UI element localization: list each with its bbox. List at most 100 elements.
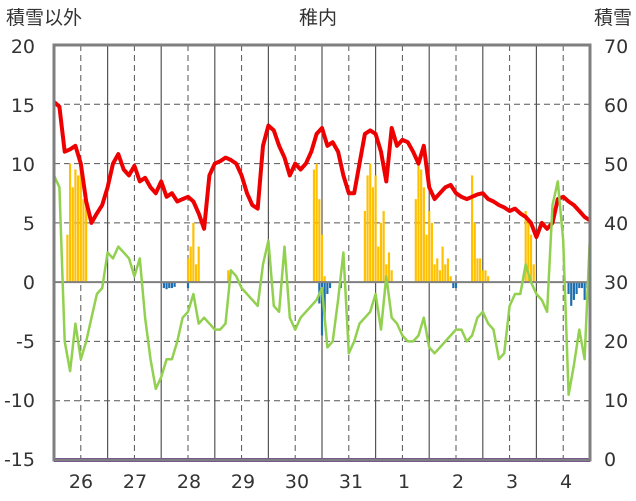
day-labels: 26 27 28 29 30 31 1 2 3 4 <box>69 471 572 493</box>
bar <box>422 187 425 283</box>
right-tick-label: 20 <box>604 331 628 353</box>
bar <box>454 282 458 289</box>
bar <box>487 276 490 283</box>
bar <box>417 163 420 283</box>
bar <box>189 246 192 283</box>
day-label: 30 <box>285 471 309 493</box>
bar <box>320 282 324 336</box>
bar <box>320 234 324 283</box>
bar <box>575 282 578 294</box>
bar <box>162 282 165 289</box>
bar <box>68 163 72 283</box>
bar <box>470 175 474 283</box>
bar <box>433 264 436 283</box>
bar <box>570 282 573 306</box>
bar <box>580 282 584 289</box>
left-tick-label: 0 <box>23 272 35 294</box>
bar <box>387 252 391 283</box>
bar <box>476 258 479 283</box>
bar <box>323 282 326 318</box>
bar <box>532 264 535 283</box>
day-label: 3 <box>506 471 518 493</box>
bar <box>227 270 230 283</box>
bar <box>479 258 482 283</box>
bar <box>583 282 586 300</box>
bar <box>382 211 385 283</box>
bar <box>323 276 326 283</box>
bar <box>436 258 439 283</box>
bar <box>473 222 476 283</box>
bar <box>385 264 388 283</box>
bar <box>527 222 530 283</box>
right-tick-label: 70 <box>604 36 628 58</box>
bar <box>85 193 88 283</box>
bar <box>430 222 433 283</box>
bar <box>524 211 527 283</box>
bar <box>390 270 393 283</box>
chart-title: 稚内 <box>299 7 337 29</box>
bar <box>71 187 74 283</box>
bar <box>77 175 80 283</box>
left-tick-label: 15 <box>11 95 35 117</box>
bar <box>444 264 447 283</box>
day-label: 2 <box>452 471 464 493</box>
right-tick-label: 10 <box>604 390 628 412</box>
day-label: 28 <box>177 471 201 493</box>
bar <box>446 258 450 283</box>
bar <box>377 246 380 283</box>
day-label: 29 <box>231 471 255 493</box>
left-tick-label: -15 <box>4 449 35 471</box>
bar <box>192 222 195 283</box>
bar <box>438 270 442 283</box>
left-tick-label: -10 <box>4 390 35 412</box>
right-tick-label: 0 <box>604 449 616 471</box>
bar <box>428 211 431 283</box>
bar <box>369 163 372 283</box>
bar <box>66 234 69 283</box>
bar <box>173 282 176 287</box>
bar <box>363 211 366 283</box>
right-tick-labels: 70 60 50 40 30 20 10 0 <box>604 36 628 471</box>
bar <box>165 282 168 290</box>
green-series-line <box>52 174 592 397</box>
bar <box>374 175 377 283</box>
bar <box>414 199 417 283</box>
bar <box>420 169 423 283</box>
bar <box>79 163 82 283</box>
day-label: 31 <box>339 471 363 493</box>
bar <box>82 199 85 283</box>
left-tick-labels: 20 15 10 5 0 -5 -10 -15 <box>4 36 35 471</box>
right-tick-label: 40 <box>604 213 628 235</box>
bar <box>312 169 316 283</box>
bar <box>484 270 487 283</box>
bar <box>449 276 452 283</box>
left-axis-title: 積雪以外 <box>6 7 82 29</box>
red-series-line <box>52 100 592 240</box>
bar <box>186 258 190 283</box>
bar <box>529 234 533 283</box>
orange-bars <box>66 163 535 283</box>
left-tick-label: -5 <box>16 331 35 353</box>
day-label: 27 <box>123 471 147 493</box>
plot-frame <box>52 43 592 462</box>
left-tick-label: 20 <box>11 36 35 58</box>
day-label: 4 <box>560 471 572 493</box>
bar <box>379 222 383 283</box>
bar <box>572 282 576 300</box>
bar <box>315 163 318 283</box>
right-tick-label: 50 <box>604 154 628 176</box>
bar <box>328 282 332 289</box>
bar <box>578 282 581 289</box>
day-label: 26 <box>69 471 93 493</box>
bar <box>441 246 444 283</box>
right-axis-title: 積雪 <box>594 7 632 29</box>
bar <box>170 282 174 289</box>
bar <box>194 264 198 283</box>
bar <box>186 282 190 289</box>
bar <box>197 246 200 283</box>
bar <box>168 282 171 289</box>
bar <box>452 282 455 289</box>
right-tick-label: 60 <box>604 95 628 117</box>
bar <box>371 187 375 283</box>
